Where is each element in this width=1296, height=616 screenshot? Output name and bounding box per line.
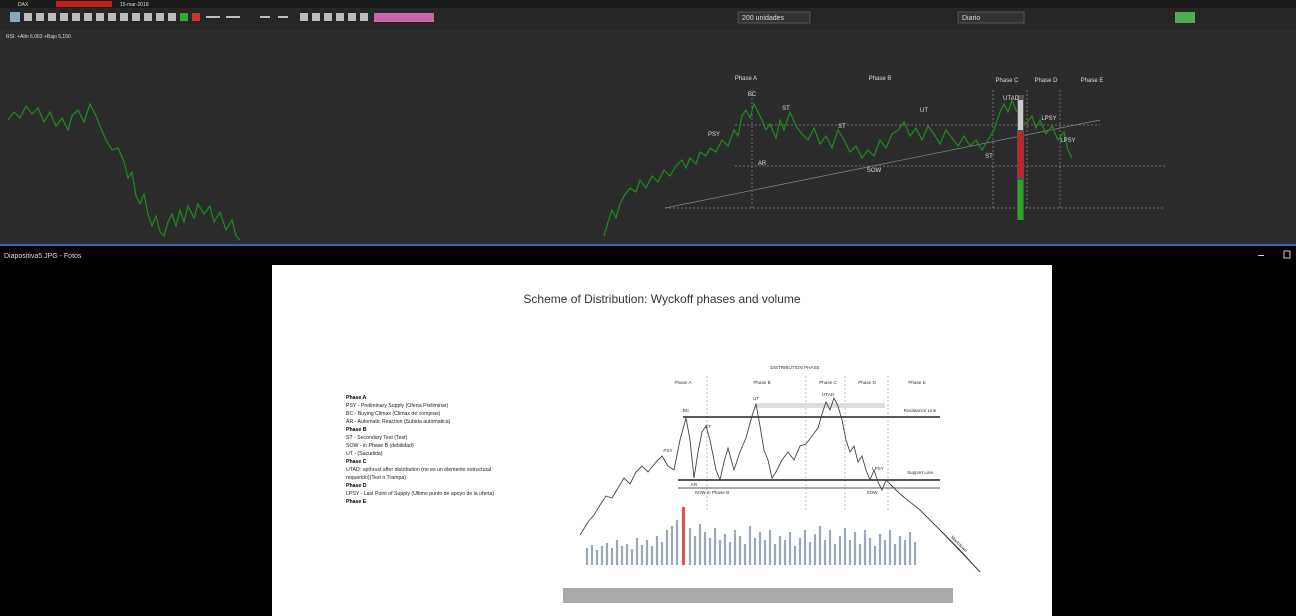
period: Diario — [962, 15, 980, 22]
label: Support Line — [907, 470, 933, 475]
label: AR — [691, 482, 698, 487]
label: UT - (Sacudida) — [346, 451, 383, 457]
label: SOW — [867, 490, 879, 495]
label: AR — [758, 161, 767, 167]
slide-title: Scheme of Distribution: Wyckoff phases a… — [523, 292, 800, 306]
label: ST - Secondary Test (Test) — [346, 435, 407, 441]
minimize-button[interactable] — [1258, 255, 1264, 256]
separator — [0, 244, 1296, 246]
label: Phase B — [869, 76, 892, 82]
volume-column — [1017, 95, 1024, 220]
screen: DAX 15-mar-2018 200 unidades Diario RSI:… — [0, 0, 1296, 616]
label: Resistance Line — [904, 408, 937, 413]
label: UT — [920, 108, 928, 114]
label: ST — [782, 106, 790, 112]
indicator: RSI: +Alto 6,063 +Bajo 5,150 — [6, 34, 71, 40]
page: DAX 15-mar-2018 200 unidades Diario RSI:… — [0, 0, 1296, 616]
label: Phase A — [346, 395, 367, 401]
label: requerido)(Test o Trampa) — [346, 475, 406, 481]
label: BC — [683, 408, 690, 413]
label: Phase E — [346, 499, 367, 505]
label: UTAD — [1003, 96, 1020, 102]
label: UT — [753, 396, 759, 401]
symbol: DAX — [18, 2, 29, 8]
label: ST — [985, 154, 993, 160]
label: LPSY — [1060, 138, 1075, 144]
status-bar — [0, 0, 1296, 8]
label: Phase C — [346, 459, 367, 465]
label: Phase C — [995, 78, 1019, 84]
label: DISTRIBUTION PHASE — [770, 365, 819, 370]
label: SOW in Phase B — [695, 490, 729, 495]
label: UTAD: upthrust after distribution (no es… — [346, 467, 491, 473]
label: BC — [748, 92, 757, 98]
price-change — [56, 1, 112, 7]
quantity: 200 unidades — [742, 15, 785, 22]
label: LPSY — [1041, 116, 1056, 122]
label: ST — [838, 124, 846, 130]
label: BC - Buying Climax (Climax de compras) — [346, 411, 441, 417]
label: Phase D — [858, 380, 876, 385]
label: SOW - in Phase B (debilidad) — [346, 443, 414, 449]
settings-icon[interactable] — [1175, 12, 1195, 23]
chart-area — [0, 30, 1296, 245]
label: ST — [705, 424, 711, 429]
label: LPSY - Last Point of Supply (Ultimo punt… — [346, 491, 494, 497]
label: PSY — [708, 132, 720, 138]
label: PSY - Preliminary Supply (Oferta Prelimi… — [346, 403, 449, 409]
label: AR - Automatic Reaction (Subida automati… — [346, 419, 451, 425]
label: UTAD — [822, 392, 835, 397]
label: LPSY — [872, 466, 884, 471]
label: Phase A — [735, 76, 757, 82]
label: Phase A — [674, 380, 692, 385]
date: 15-mar-2018 — [120, 2, 149, 8]
label: Phase B — [346, 427, 367, 433]
label: Phase C — [819, 380, 837, 385]
label: Phase E — [1081, 78, 1104, 84]
label: PSY — [663, 448, 672, 453]
viewer-title: Diapositiva5.JPG - Fotos — [4, 253, 82, 260]
label: Phase E — [908, 380, 925, 385]
label: Phase D — [346, 483, 367, 489]
label: Phase D — [1034, 78, 1058, 84]
label: SOW — [867, 168, 882, 174]
label: Phase B — [753, 380, 770, 385]
